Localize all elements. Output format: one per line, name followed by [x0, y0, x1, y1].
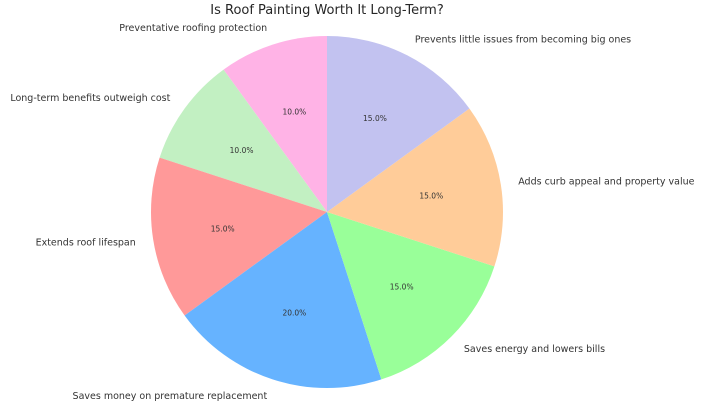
pie-slice — [223, 36, 327, 212]
slice-category-label: Saves energy and lowers bills — [464, 344, 605, 355]
slice-category-label: Adds curb appeal and property value — [518, 177, 694, 188]
pie-slice — [327, 36, 470, 212]
pie-slice — [184, 212, 382, 388]
slice-category-label: Prevents little issues from becoming big… — [415, 35, 631, 46]
slice-percent-label: 15.0% — [363, 114, 387, 123]
pie-slice — [327, 108, 503, 267]
slice-category-label: Preventative roofing protection — [119, 23, 267, 34]
pie-slice — [150, 157, 327, 316]
slice-percent-label: 20.0% — [282, 308, 306, 317]
slice-percent-label: 15.0% — [390, 283, 414, 292]
pie-slice — [327, 212, 495, 380]
slice-percent-label: 10.0% — [230, 146, 254, 155]
pie-slice — [159, 69, 327, 212]
slice-percent-label: 10.0% — [282, 108, 306, 117]
slice-category-label: Saves money on premature replacement — [73, 391, 268, 402]
slice-percent-label: 15.0% — [211, 225, 235, 234]
pie-slices — [150, 36, 503, 388]
slice-category-label: Long-term benefits outweigh cost — [10, 93, 170, 104]
slice-percent-label: 15.0% — [419, 191, 443, 200]
chart-title: Is Roof Painting Worth It Long-Term? — [210, 3, 444, 18]
slice-labels: 10.0% Preventative roofing protection 10.0… — [10, 23, 694, 402]
slice-category-label: Extends roof lifespan — [36, 237, 136, 248]
